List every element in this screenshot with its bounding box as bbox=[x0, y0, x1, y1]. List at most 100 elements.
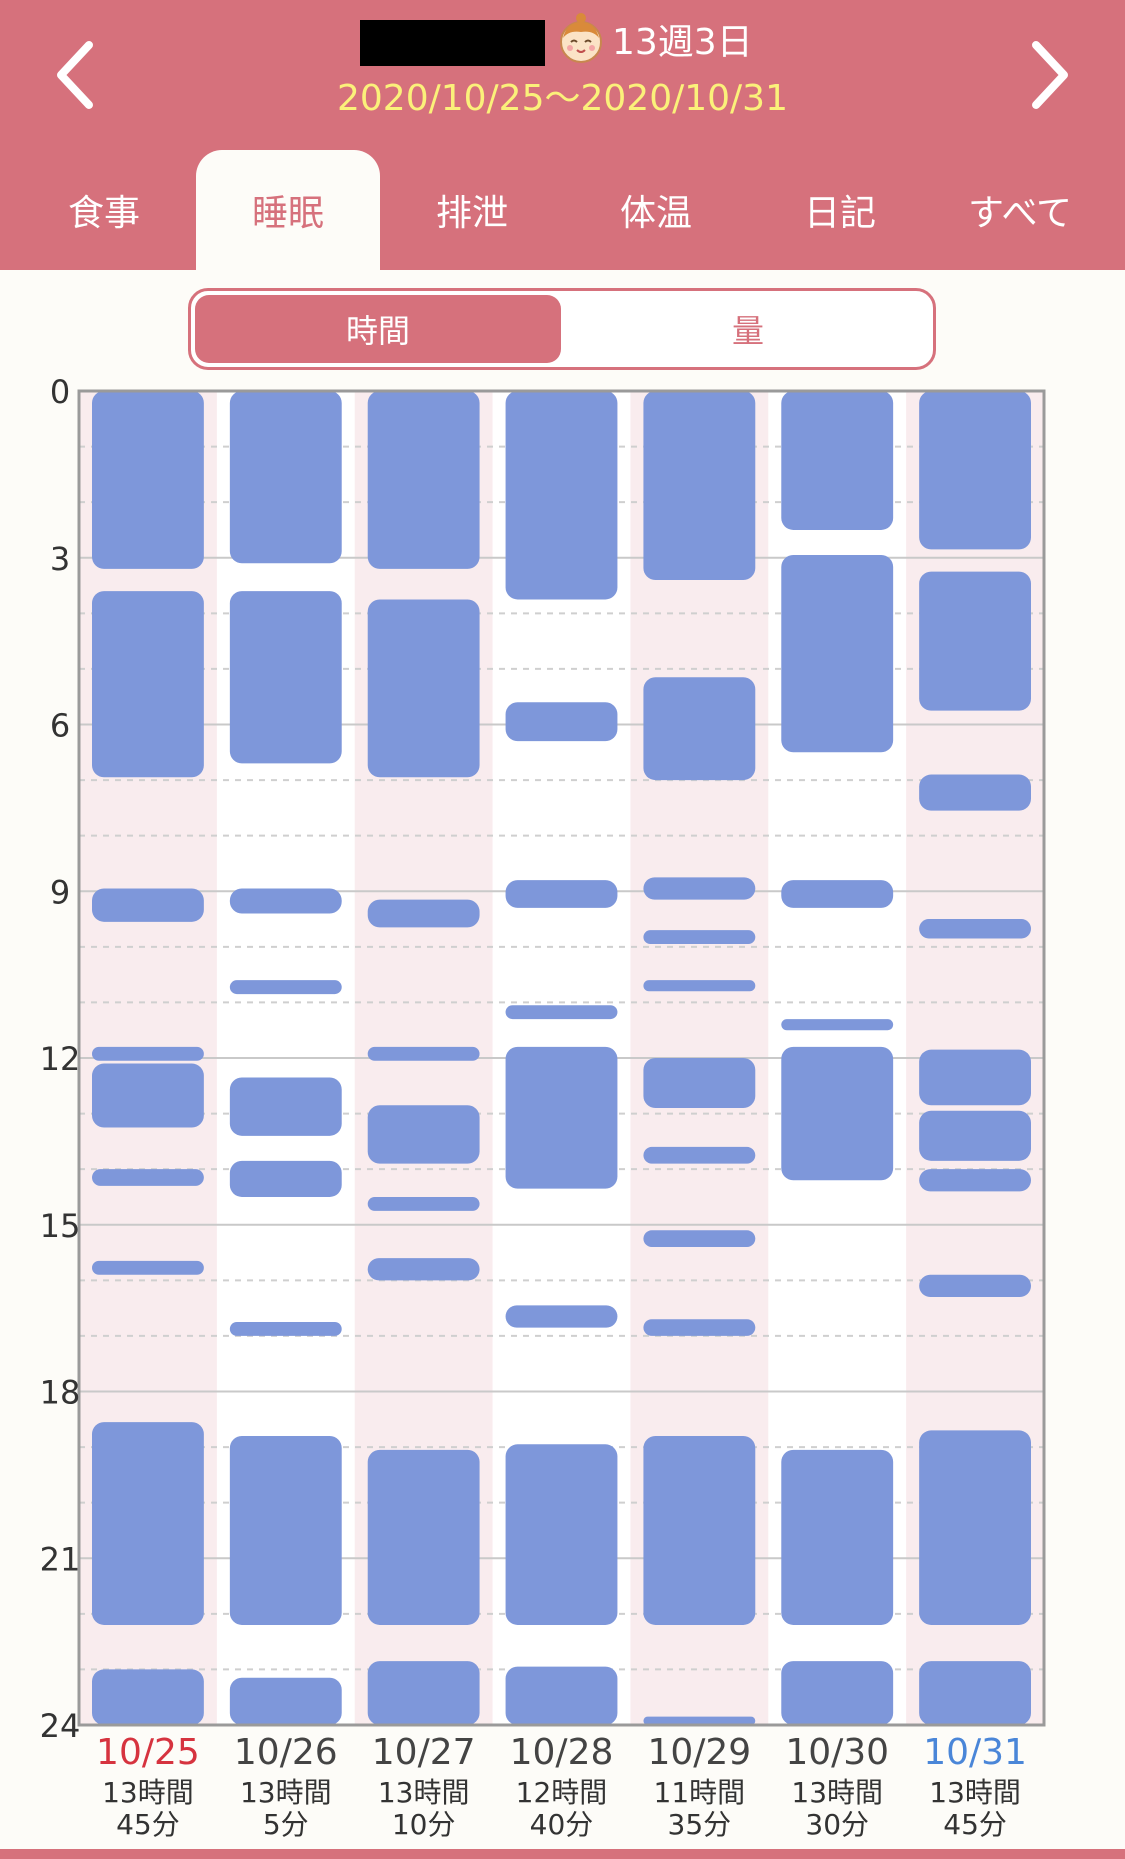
y-tick-label: 12 bbox=[40, 1040, 81, 1078]
sleep-bar bbox=[919, 391, 1031, 550]
sleep-bar bbox=[643, 677, 756, 781]
sleep-bar bbox=[92, 1669, 204, 1725]
sleep-bar bbox=[919, 1169, 1031, 1192]
sleep-bar bbox=[92, 1046, 204, 1061]
category-tabs: 食事 睡眠 排泄 体温 日記 すべて bbox=[0, 150, 1125, 270]
tab-label: 排泄 bbox=[435, 193, 508, 234]
total-minutes-label: 40分 bbox=[530, 1808, 594, 1841]
sleep-bar bbox=[919, 919, 1031, 939]
sleep-bar bbox=[92, 1169, 204, 1186]
amount-mode-button[interactable]: 量 bbox=[731, 312, 764, 350]
sleep-bar bbox=[367, 599, 480, 778]
total-hours-label: 12時間 bbox=[516, 1776, 608, 1809]
sleep-bar bbox=[92, 391, 204, 569]
tab-label: 体温 bbox=[619, 193, 692, 234]
sleep-bar bbox=[505, 1305, 618, 1328]
tab-label: 食事 bbox=[67, 193, 140, 234]
sleep-bar bbox=[505, 1444, 618, 1625]
date-label: 10/31 bbox=[923, 1732, 1027, 1773]
baby-face-icon bbox=[560, 13, 602, 63]
view-mode-toggle: 時間 量 bbox=[188, 288, 936, 370]
total-minutes-label: 10分 bbox=[392, 1808, 456, 1841]
sleep-bar bbox=[367, 899, 480, 928]
sleep-bar bbox=[229, 1435, 342, 1625]
total-hours-label: 13時間 bbox=[240, 1776, 332, 1809]
y-tick-label: 3 bbox=[50, 540, 70, 578]
total-hours-label: 13時間 bbox=[378, 1776, 470, 1809]
sleep-bar bbox=[505, 1005, 618, 1020]
date-label: 10/26 bbox=[234, 1732, 338, 1773]
previous-week-button[interactable] bbox=[40, 40, 110, 110]
baby-age-text: 13週3日 bbox=[612, 22, 753, 63]
y-tick-label: 21 bbox=[40, 1540, 81, 1578]
sleep-bar bbox=[229, 1677, 342, 1725]
sleep-bar bbox=[643, 1230, 756, 1247]
sleep-bar bbox=[643, 1319, 756, 1336]
date-label: 10/27 bbox=[372, 1732, 476, 1773]
total-minutes-label: 35分 bbox=[668, 1808, 732, 1841]
app-header: 13週3日 2020/10/25〜2020/10/31 食事 睡眠 排泄 体温 … bbox=[0, 0, 1125, 270]
sleep-bar bbox=[229, 391, 342, 564]
sleep-bar bbox=[781, 1019, 894, 1031]
date-label: 10/25 bbox=[96, 1732, 200, 1773]
sleep-bar bbox=[643, 877, 756, 900]
sleep-bar bbox=[643, 1716, 756, 1725]
total-minutes-label: 45分 bbox=[116, 1808, 180, 1841]
date-label: 10/30 bbox=[785, 1732, 889, 1773]
plot-border bbox=[77, 389, 1046, 1727]
date-label: 10/29 bbox=[647, 1732, 751, 1773]
y-tick-label: 0 bbox=[50, 373, 70, 411]
sleep-bar bbox=[92, 1422, 204, 1625]
sleep-bar bbox=[367, 391, 480, 569]
sleep-bar bbox=[229, 1322, 342, 1336]
sleep-bar bbox=[919, 1049, 1031, 1106]
tab-diary[interactable]: 日記 bbox=[748, 150, 932, 270]
y-tick-label: 6 bbox=[50, 707, 70, 745]
next-week-button[interactable] bbox=[1015, 40, 1085, 110]
sleep-bar bbox=[919, 1661, 1031, 1725]
total-minutes-label: 45分 bbox=[943, 1808, 1007, 1841]
y-tick-label: 18 bbox=[40, 1374, 81, 1412]
sleep-bar bbox=[229, 888, 342, 914]
sleep-bar bbox=[229, 591, 342, 764]
sleep-bar bbox=[781, 391, 894, 530]
sleep-bar bbox=[92, 1063, 204, 1128]
sleep-bar bbox=[781, 1661, 894, 1725]
sleep-bar bbox=[919, 1110, 1031, 1161]
sleep-bar bbox=[229, 980, 342, 995]
sleep-bar bbox=[919, 1430, 1031, 1625]
sleep-bar bbox=[229, 1160, 342, 1197]
total-hours-label: 13時間 bbox=[791, 1776, 883, 1809]
sleep-bar bbox=[505, 702, 618, 742]
sleep-bar bbox=[643, 1435, 756, 1625]
sleep-bar bbox=[92, 591, 204, 778]
total-minutes-label: 5分 bbox=[263, 1808, 309, 1841]
time-mode-button[interactable]: 時間 bbox=[195, 295, 561, 363]
sleep-bar bbox=[505, 1046, 618, 1189]
sleep-bar bbox=[367, 1258, 480, 1281]
week-date-range: 2020/10/25〜2020/10/31 bbox=[337, 78, 788, 119]
sleep-bar bbox=[229, 1077, 342, 1136]
sleep-bar bbox=[367, 1661, 480, 1725]
sleep-bar bbox=[643, 1058, 756, 1109]
y-tick-label: 15 bbox=[40, 1207, 81, 1245]
sleep-bar bbox=[367, 1196, 480, 1211]
total-hours-label: 13時間 bbox=[929, 1776, 1021, 1809]
sleep-bar bbox=[505, 1666, 618, 1725]
sleep-bar bbox=[919, 1274, 1031, 1298]
y-tick-label: 9 bbox=[50, 873, 70, 911]
tab-temperature[interactable]: 体温 bbox=[564, 150, 748, 270]
sleep-bar bbox=[643, 930, 756, 945]
sleep-bar bbox=[643, 1146, 756, 1164]
tab-sleep[interactable]: 睡眠 bbox=[196, 150, 380, 270]
tab-excretion[interactable]: 排泄 bbox=[380, 150, 564, 270]
sleep-bar bbox=[92, 888, 204, 922]
tab-label: 日記 bbox=[803, 193, 876, 234]
sleep-bar bbox=[367, 1046, 480, 1061]
tab-all[interactable]: すべて bbox=[928, 150, 1112, 270]
chevron-left-icon bbox=[57, 41, 93, 109]
tab-meal[interactable]: 食事 bbox=[12, 150, 196, 270]
date-label: 10/28 bbox=[510, 1732, 614, 1773]
sleep-bar bbox=[781, 554, 894, 753]
chevron-right-icon bbox=[1032, 41, 1068, 109]
